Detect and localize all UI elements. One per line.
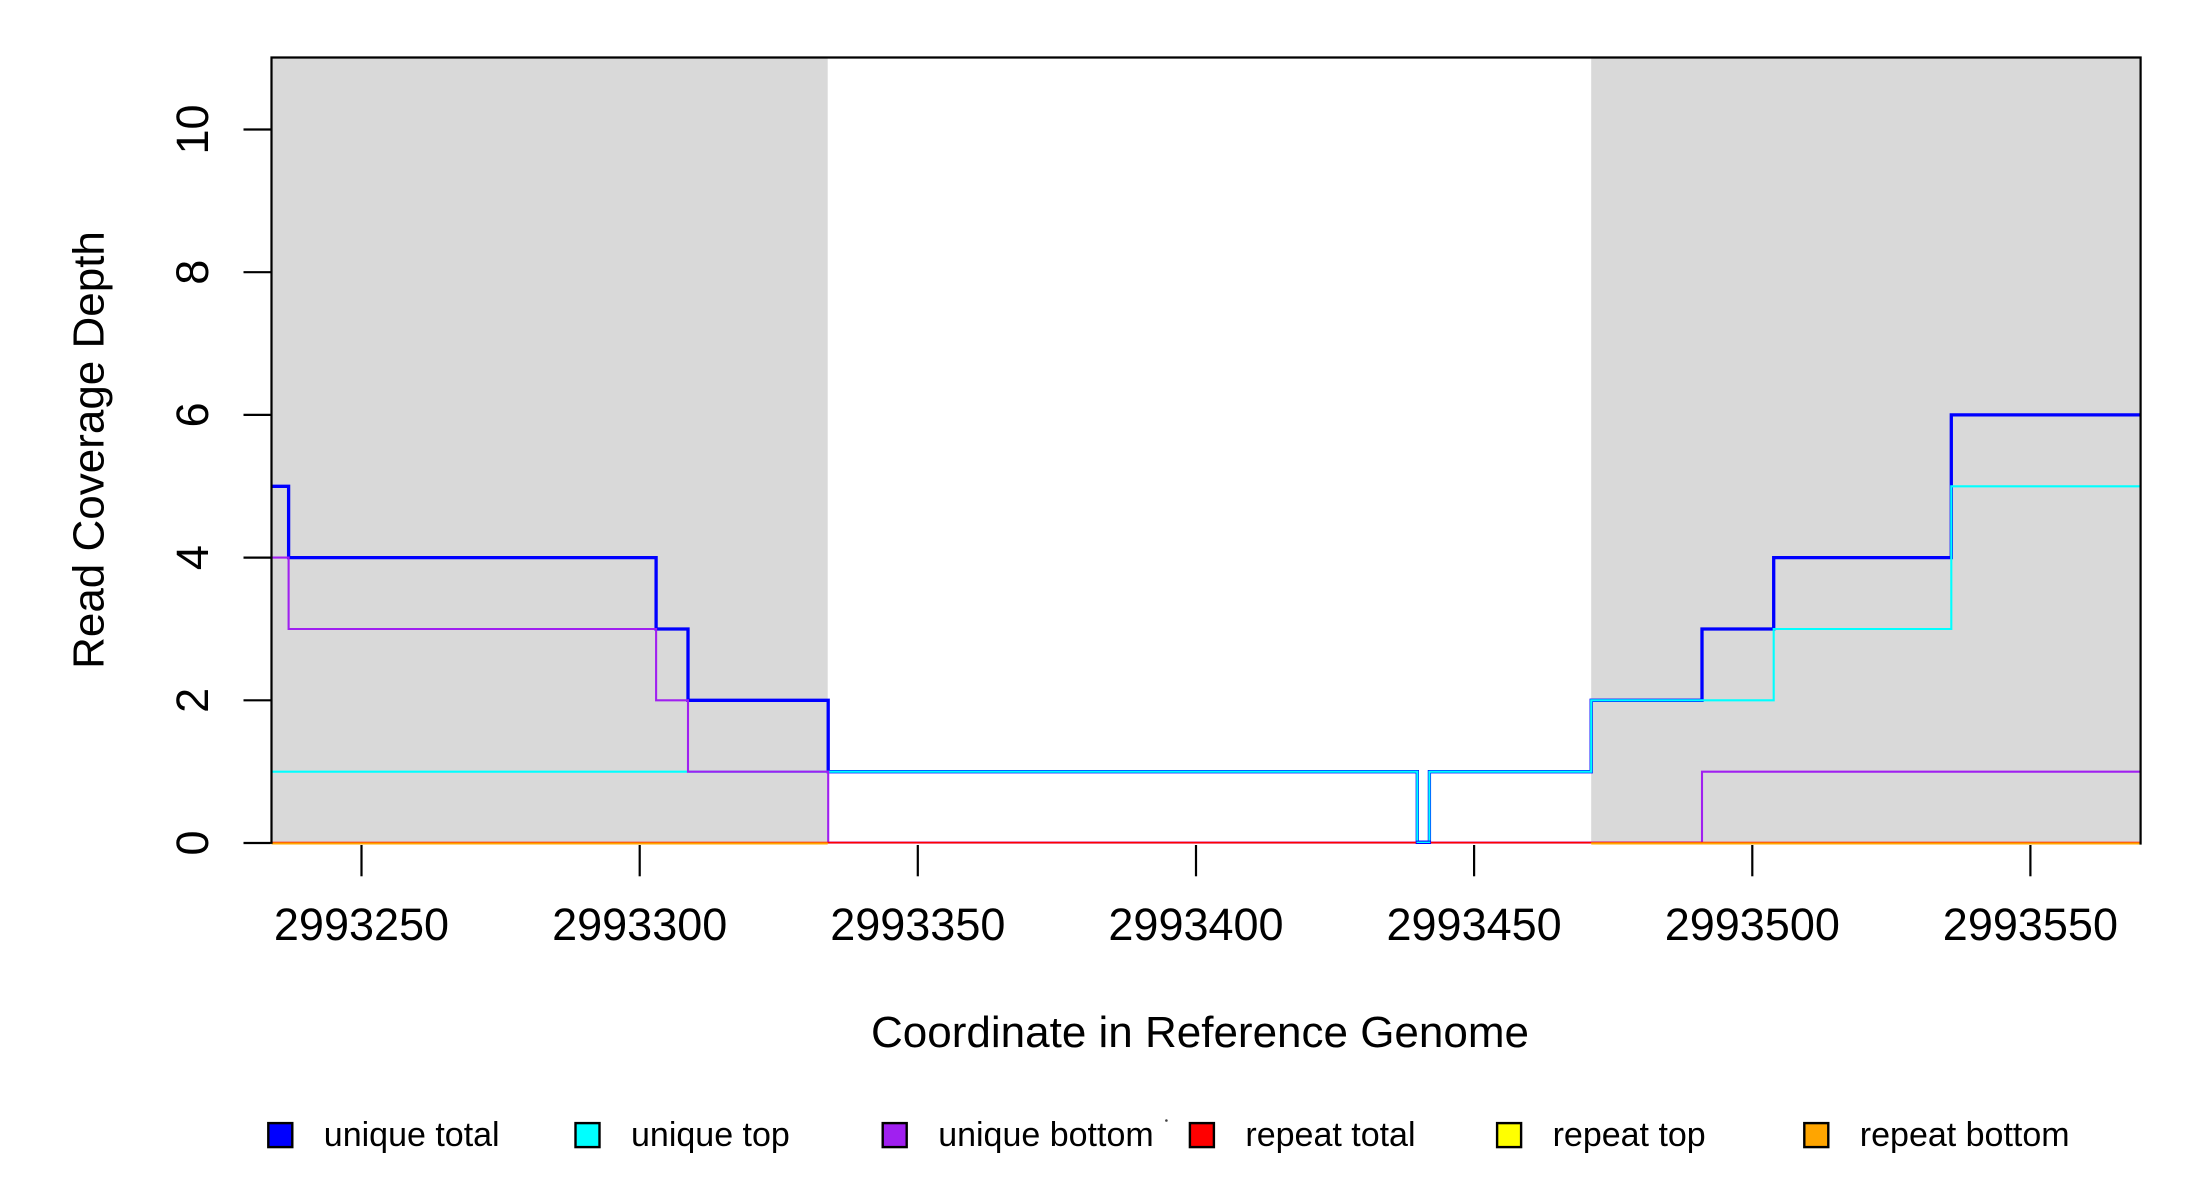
svg-text:Read Coverage Depth: Read Coverage Depth — [64, 231, 113, 669]
svg-text:8: 8 — [167, 260, 218, 285]
svg-text:0: 0 — [167, 830, 218, 855]
svg-text:Coordinate in Reference Genome: Coordinate in Reference Genome — [871, 1008, 1529, 1057]
svg-text:2993300: 2993300 — [552, 899, 727, 950]
svg-text:unique bottom: unique bottom — [938, 1116, 1153, 1154]
svg-text:2993350: 2993350 — [830, 899, 1005, 950]
svg-text:2993450: 2993450 — [1386, 899, 1561, 950]
svg-text:repeat top: repeat top — [1553, 1116, 1706, 1154]
svg-text:unique total: unique total — [324, 1116, 500, 1154]
svg-text:6: 6 — [167, 402, 218, 427]
svg-text:2993500: 2993500 — [1665, 899, 1840, 950]
svg-text:2993400: 2993400 — [1108, 899, 1283, 950]
svg-text:repeat bottom: repeat bottom — [1860, 1116, 2070, 1154]
svg-text:10: 10 — [167, 104, 218, 154]
svg-text:2: 2 — [167, 688, 218, 713]
svg-text:2993550: 2993550 — [1943, 899, 2118, 950]
svg-text:repeat total: repeat total — [1245, 1116, 1415, 1154]
svg-text:2993250: 2993250 — [274, 899, 449, 950]
svg-text:4: 4 — [167, 545, 218, 570]
svg-text:unique top: unique top — [631, 1116, 790, 1154]
